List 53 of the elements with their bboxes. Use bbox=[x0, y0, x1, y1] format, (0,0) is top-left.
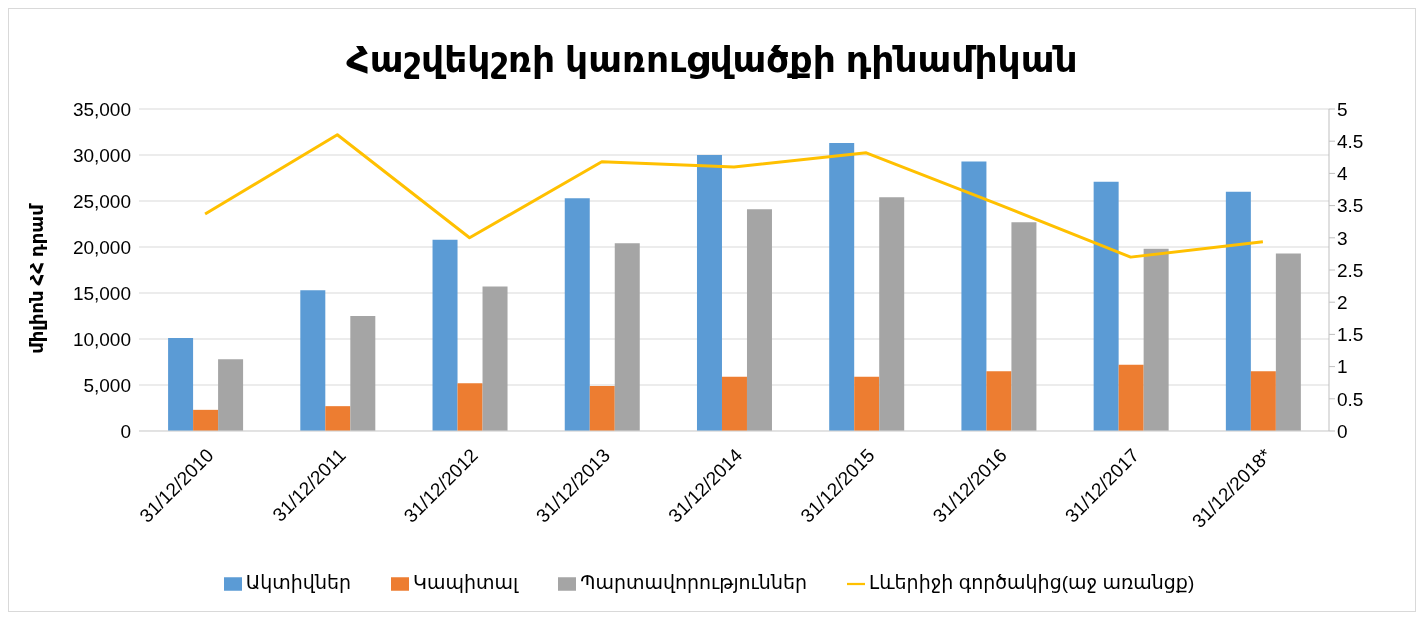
bar bbox=[1118, 364, 1144, 431]
bar bbox=[746, 209, 772, 431]
y-tick-label: 20,000 bbox=[72, 236, 131, 258]
bar bbox=[350, 316, 376, 431]
y-tick-label: 15,000 bbox=[72, 282, 131, 304]
y-tick-label: 10,000 bbox=[72, 328, 131, 350]
y2-tick-label: 3 bbox=[1337, 227, 1348, 249]
bar bbox=[696, 155, 722, 431]
bar bbox=[1093, 181, 1119, 431]
bar bbox=[325, 406, 351, 431]
bar bbox=[564, 198, 590, 431]
bar bbox=[1225, 191, 1251, 431]
y-tick-label: 0 bbox=[120, 420, 131, 442]
bar bbox=[986, 371, 1012, 431]
bar bbox=[482, 286, 508, 431]
legend-label: Կապիտալ bbox=[413, 572, 519, 593]
bar bbox=[1250, 371, 1276, 431]
y2-tick-label: 0.5 bbox=[1337, 388, 1364, 410]
legend-label: Ակտիվներ bbox=[245, 572, 352, 593]
bar bbox=[614, 243, 640, 431]
bar bbox=[457, 383, 483, 431]
bar bbox=[1143, 248, 1169, 431]
y-axis-title: միլիոն ՀՀ դրամ bbox=[26, 204, 48, 354]
y-tick-label: 35,000 bbox=[72, 98, 131, 120]
bar bbox=[168, 338, 194, 431]
y2-tick-label: 5 bbox=[1337, 98, 1348, 120]
y2-tick-label: 2.5 bbox=[1337, 259, 1364, 281]
bar bbox=[879, 197, 905, 431]
y2-tick-label: 4 bbox=[1337, 163, 1348, 185]
bar bbox=[193, 409, 219, 431]
y-tick-label: 30,000 bbox=[72, 144, 131, 166]
bar bbox=[432, 239, 458, 431]
y-tick-label: 5,000 bbox=[83, 374, 131, 396]
bar bbox=[300, 290, 326, 431]
chart-title: Հաշվեկշռի կառուցվածքի դինամիկան bbox=[345, 38, 1079, 82]
y2-tick-label: 1.5 bbox=[1337, 324, 1364, 346]
y-tick-label: 25,000 bbox=[72, 190, 131, 212]
bar bbox=[854, 376, 880, 431]
bar bbox=[218, 359, 244, 431]
y2-tick-label: 0 bbox=[1337, 420, 1348, 442]
bar bbox=[1275, 253, 1301, 431]
y2-tick-label: 4.5 bbox=[1337, 130, 1364, 152]
legend-label: Պարտավորություններ bbox=[580, 572, 808, 593]
bar bbox=[961, 161, 987, 431]
y2-tick-label: 1 bbox=[1337, 356, 1348, 378]
bar bbox=[1011, 222, 1037, 431]
y2-tick-label: 3.5 bbox=[1337, 195, 1364, 217]
legend-label: Լևերիջի գործակից(աջ առանցք) bbox=[869, 572, 1195, 593]
line-series bbox=[203, 133, 1265, 259]
y2-tick-label: 2 bbox=[1337, 291, 1348, 313]
bar bbox=[829, 143, 855, 431]
bar bbox=[589, 385, 615, 431]
bar bbox=[721, 376, 747, 431]
